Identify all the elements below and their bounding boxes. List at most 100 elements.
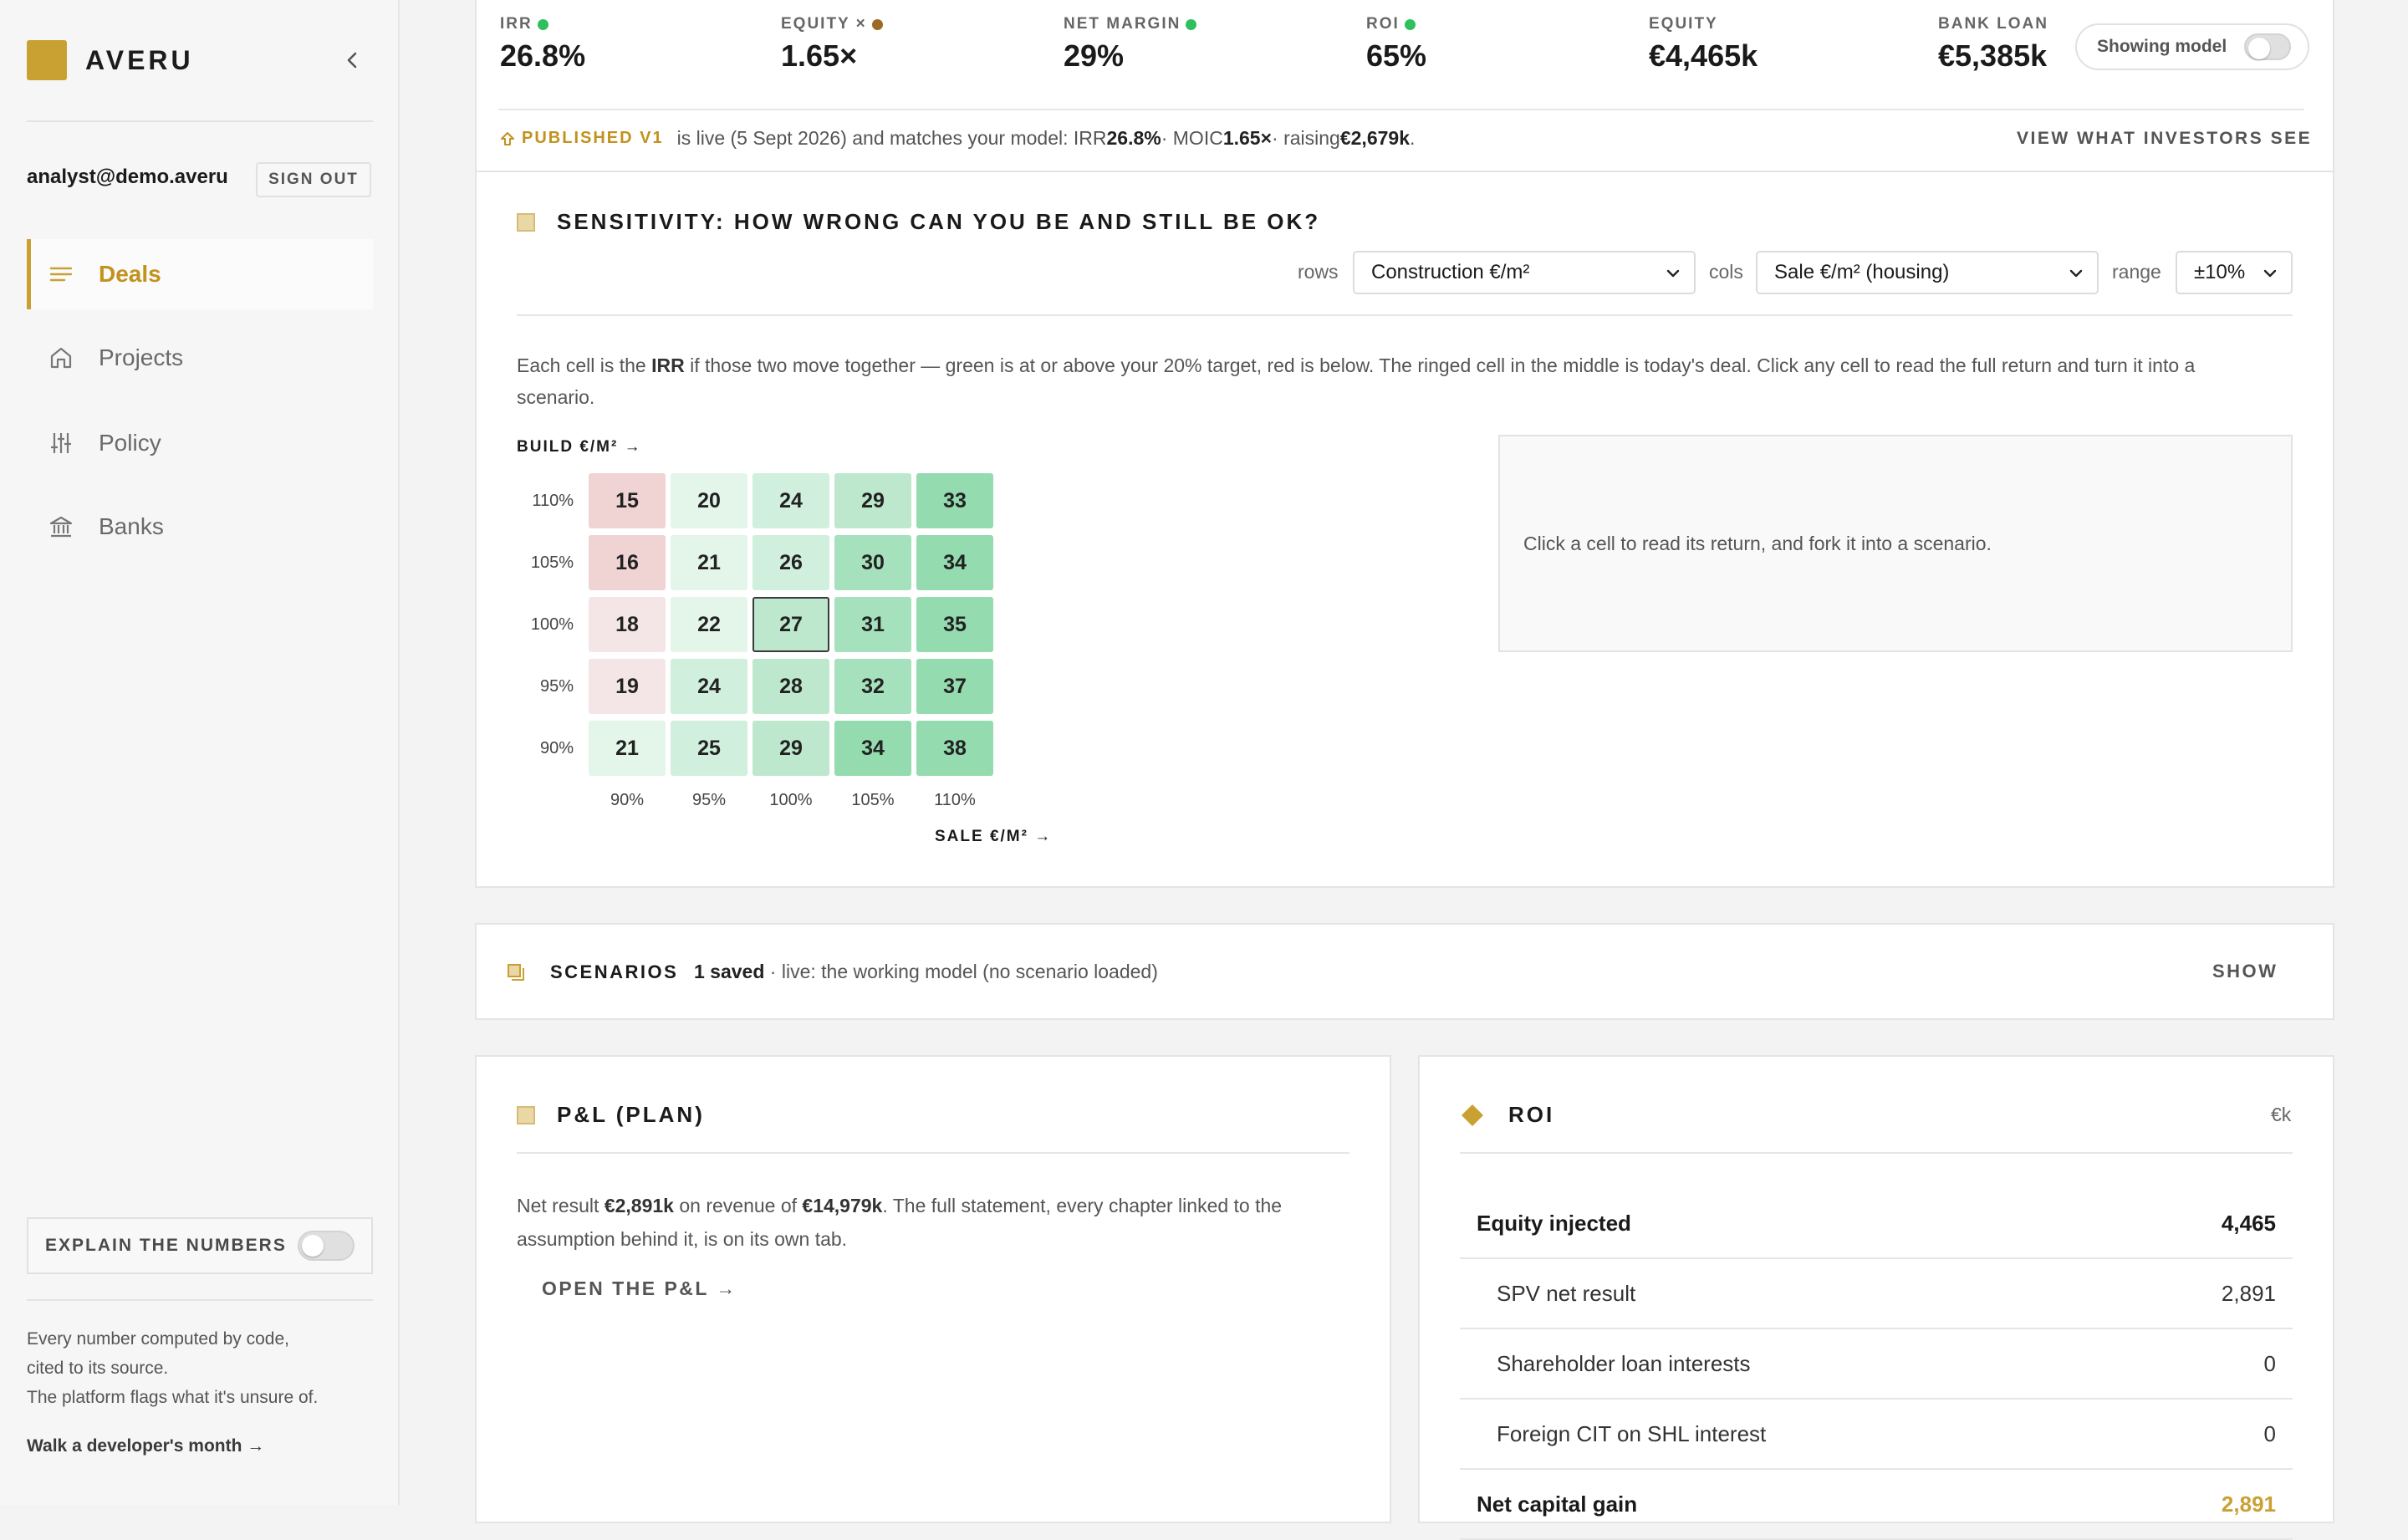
col-label: 95% xyxy=(691,791,727,809)
sensitivity-cell[interactable]: 18 xyxy=(589,597,666,652)
roi-row: Shareholder loan interests 0 xyxy=(1460,1329,2293,1400)
chevron-down-icon xyxy=(1666,269,1680,278)
sensitivity-cell[interactable]: 19 xyxy=(589,659,666,714)
metric-irr: IRR 26.8% xyxy=(500,15,585,74)
rows-select-value: Construction €/m² xyxy=(1371,261,1530,283)
metric-value: 26.8% xyxy=(500,38,586,73)
metric-label: EQUITY xyxy=(1649,15,1718,33)
pl-revenue: €14,979k xyxy=(802,1195,883,1216)
rows-select[interactable]: Construction €/m² xyxy=(1353,251,1696,294)
cols-select[interactable]: Sale €/m² (housing) xyxy=(1756,251,2099,294)
metric-label: BANK LOAN xyxy=(1938,15,2048,33)
lines-icon xyxy=(47,260,75,288)
metric-value: €4,465k xyxy=(1649,38,1758,73)
metric-label: NET MARGIN xyxy=(1064,15,1181,33)
home-icon xyxy=(47,344,75,372)
sensitivity-cell[interactable]: 22 xyxy=(671,597,747,652)
roi-row-value: 0 xyxy=(2263,1350,2276,1376)
range-select[interactable]: ±10% xyxy=(2176,251,2293,294)
metric-value: 29% xyxy=(1064,38,1125,73)
sensitivity-cell[interactable]: 24 xyxy=(671,659,747,714)
sensitivity-cell[interactable]: 30 xyxy=(834,535,911,590)
published-text: is live (5 Sept 2026) and matches your m… xyxy=(676,127,1107,149)
open-pl-link[interactable]: OPEN THE P&L → xyxy=(542,1277,737,1299)
sidebar: AVERU analyst@demo.averu SIGN OUT Deals … xyxy=(0,0,400,1505)
divider xyxy=(27,1299,373,1301)
sensitivity-cell[interactable]: 34 xyxy=(916,535,993,590)
sensitivity-cell[interactable]: 35 xyxy=(916,597,993,652)
sensitivity-cell[interactable]: 28 xyxy=(752,659,829,714)
sensitivity-cell[interactable]: 21 xyxy=(671,535,747,590)
metric-net-margin: NET MARGIN 29% xyxy=(1064,15,1197,74)
sensitivity-cell[interactable]: 38 xyxy=(916,721,993,776)
nav-item-banks[interactable]: Banks xyxy=(27,492,373,562)
roi-row-label: SPV net result xyxy=(1497,1280,1636,1306)
sensitivity-cell[interactable]: 32 xyxy=(834,659,911,714)
sensitivity-cell[interactable]: 26 xyxy=(752,535,829,590)
sign-out-button[interactable]: SIGN OUT xyxy=(256,162,371,197)
row-label: 95% xyxy=(539,677,574,696)
desc-text: Each cell is the xyxy=(517,354,652,376)
metric-equity: EQUITY €4,465k xyxy=(1649,15,1758,74)
row-label: 100% xyxy=(530,615,574,634)
roi-unit: €k xyxy=(2271,1104,2292,1125)
roi-row: Equity injected 4,465 xyxy=(1460,1189,2293,1259)
brand-name: AVERU xyxy=(85,45,194,75)
showing-model-toggle-pill[interactable]: Showing model xyxy=(2075,23,2309,70)
stack-icon xyxy=(508,964,524,981)
scenarios-title-text: SCENARIOS xyxy=(550,961,679,982)
roi-row-value: 0 xyxy=(2263,1420,2276,1446)
published-version: PUBLISHED V1 xyxy=(522,129,664,147)
sensitivity-cell[interactable]: 33 xyxy=(916,473,993,528)
metric-bank-loan: BANK LOAN €5,385k xyxy=(1938,15,2048,74)
published-badge: PUBLISHED V1 xyxy=(500,129,664,148)
divider xyxy=(517,1152,1349,1154)
sensitivity-cell[interactable]: 25 xyxy=(671,721,747,776)
showing-model-toggle[interactable] xyxy=(2244,33,2291,60)
footnote-line: The platform flags what it's unsure of. xyxy=(27,1388,319,1407)
explain-numbers-toggle[interactable] xyxy=(298,1231,355,1261)
nav-item-policy[interactable]: Policy xyxy=(27,408,373,478)
sensitivity-cell[interactable]: 27 xyxy=(752,597,829,652)
sliders-icon xyxy=(47,429,75,457)
row-label: 110% xyxy=(532,492,574,510)
cell-read-prompt: Click a cell to read its return, and for… xyxy=(1523,532,1992,554)
view-investors-link[interactable]: VIEW WHAT INVESTORS SEE xyxy=(2017,129,2313,148)
bank-icon xyxy=(47,512,75,541)
roi-row-value: 4,465 xyxy=(2221,1210,2276,1236)
col-label: 90% xyxy=(610,791,645,809)
sensitivity-cell[interactable]: 24 xyxy=(752,473,829,528)
nav-label: Policy xyxy=(99,430,161,456)
explain-numbers-label: EXPLAIN THE NUMBERS xyxy=(45,1236,287,1255)
row-label: 90% xyxy=(539,739,574,757)
sensitivity-cell[interactable]: 34 xyxy=(834,721,911,776)
sensitivity-cell[interactable]: 16 xyxy=(589,535,666,590)
pl-net-result: €2,891k xyxy=(604,1195,674,1216)
col-label: 105% xyxy=(851,791,895,809)
sensitivity-cell[interactable]: 20 xyxy=(671,473,747,528)
metric-label: ROI xyxy=(1366,15,1400,33)
sensitivity-cell[interactable]: 15 xyxy=(589,473,666,528)
sensitivity-cell[interactable]: 37 xyxy=(916,659,993,714)
scenarios-title: SCENARIOS xyxy=(507,961,678,983)
desc-text: Net result xyxy=(517,1195,605,1216)
sensitivity-cell[interactable]: 29 xyxy=(834,473,911,528)
scenarios-info: 1 saved · live: the working model (no sc… xyxy=(694,961,1158,983)
footnote: Every number computed by code, cited to … xyxy=(27,1324,378,1412)
nav-item-projects[interactable]: Projects xyxy=(27,323,373,393)
scenarios-show-button[interactable]: SHOW xyxy=(2212,961,2278,982)
nav-item-deals[interactable]: Deals xyxy=(27,239,373,309)
sensitivity-cell[interactable]: 21 xyxy=(589,721,666,776)
roi-title: ROI xyxy=(1460,1102,1554,1128)
sensitivity-cell[interactable]: 31 xyxy=(834,597,911,652)
walk-developer-month-link[interactable]: Walk a developer's month → xyxy=(27,1436,265,1456)
roi-row: Net capital gain 2,891 xyxy=(1460,1470,2293,1540)
showing-model-label: Showing model xyxy=(2097,37,2227,56)
footnote-line: Every number computed by code, xyxy=(27,1329,289,1349)
sensitivity-cell[interactable]: 29 xyxy=(752,721,829,776)
sale-axis-label: SALE €/M² → xyxy=(935,828,1053,845)
rows-label: rows xyxy=(1298,261,1339,283)
table-icon xyxy=(517,1105,535,1124)
chevron-left-icon[interactable] xyxy=(338,45,368,75)
range-label: range xyxy=(2112,261,2161,283)
